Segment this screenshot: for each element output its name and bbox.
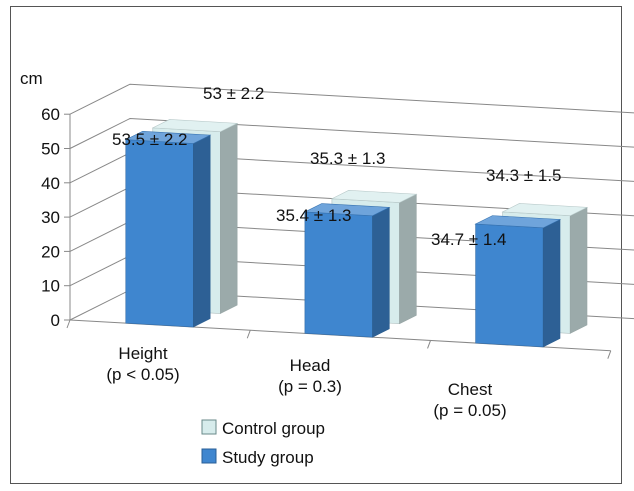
legend-swatch-control	[201, 419, 217, 435]
data-label-control: 34.3 ± 1.5	[486, 166, 562, 185]
x-tick	[607, 350, 612, 359]
gridline	[69, 117, 634, 149]
legend-swatch-study	[201, 448, 217, 464]
bar-study-2	[474, 215, 562, 348]
bar-study-0	[124, 130, 212, 328]
y-tick-label: 30	[41, 208, 60, 227]
y-ticks: 0 10 20 30 40 50 60	[41, 105, 60, 330]
y-tick-label: 50	[41, 140, 60, 159]
legend: Control group Study group	[201, 419, 325, 467]
x-tick	[427, 340, 432, 349]
category-label: Head	[290, 356, 331, 375]
legend-label-control: Control group	[222, 419, 325, 438]
category-note: (p = 0.3)	[278, 377, 342, 396]
bars	[124, 119, 589, 348]
y-tick-label: 60	[41, 105, 60, 124]
gridline	[69, 83, 634, 115]
y-axis-unit: cm	[20, 69, 43, 88]
x-tick	[246, 330, 251, 339]
category-note: (p < 0.05)	[106, 365, 179, 384]
y-tick-label: 0	[51, 311, 60, 330]
legend-label-study: Study group	[222, 448, 314, 467]
bar-study-1	[303, 203, 391, 338]
x-tick	[66, 319, 71, 329]
y-tick-label: 40	[41, 174, 60, 193]
data-label-study: 53.5 ± 2.2	[112, 130, 188, 149]
y-tick-label: 20	[41, 242, 60, 261]
y-tick-label: 10	[41, 277, 60, 296]
data-label-control: 53 ± 2.2	[203, 84, 264, 103]
data-label-control: 35.3 ± 1.3	[310, 149, 386, 168]
data-label-study: 34.7 ± 1.4	[431, 230, 507, 249]
category-label: Height	[118, 344, 167, 363]
data-labels: 53 ± 2.2 35.3 ± 1.3 34.3 ± 1.5 53.5 ± 2.2 35…	[112, 84, 562, 249]
category-label: Chest	[448, 380, 493, 399]
category-labels: Height (p < 0.05) Head (p = 0.3) Chest (p = 0…	[106, 344, 506, 420]
category-note: (p = 0.05)	[433, 401, 506, 420]
data-label-study: 35.4 ± 1.3	[276, 206, 352, 225]
